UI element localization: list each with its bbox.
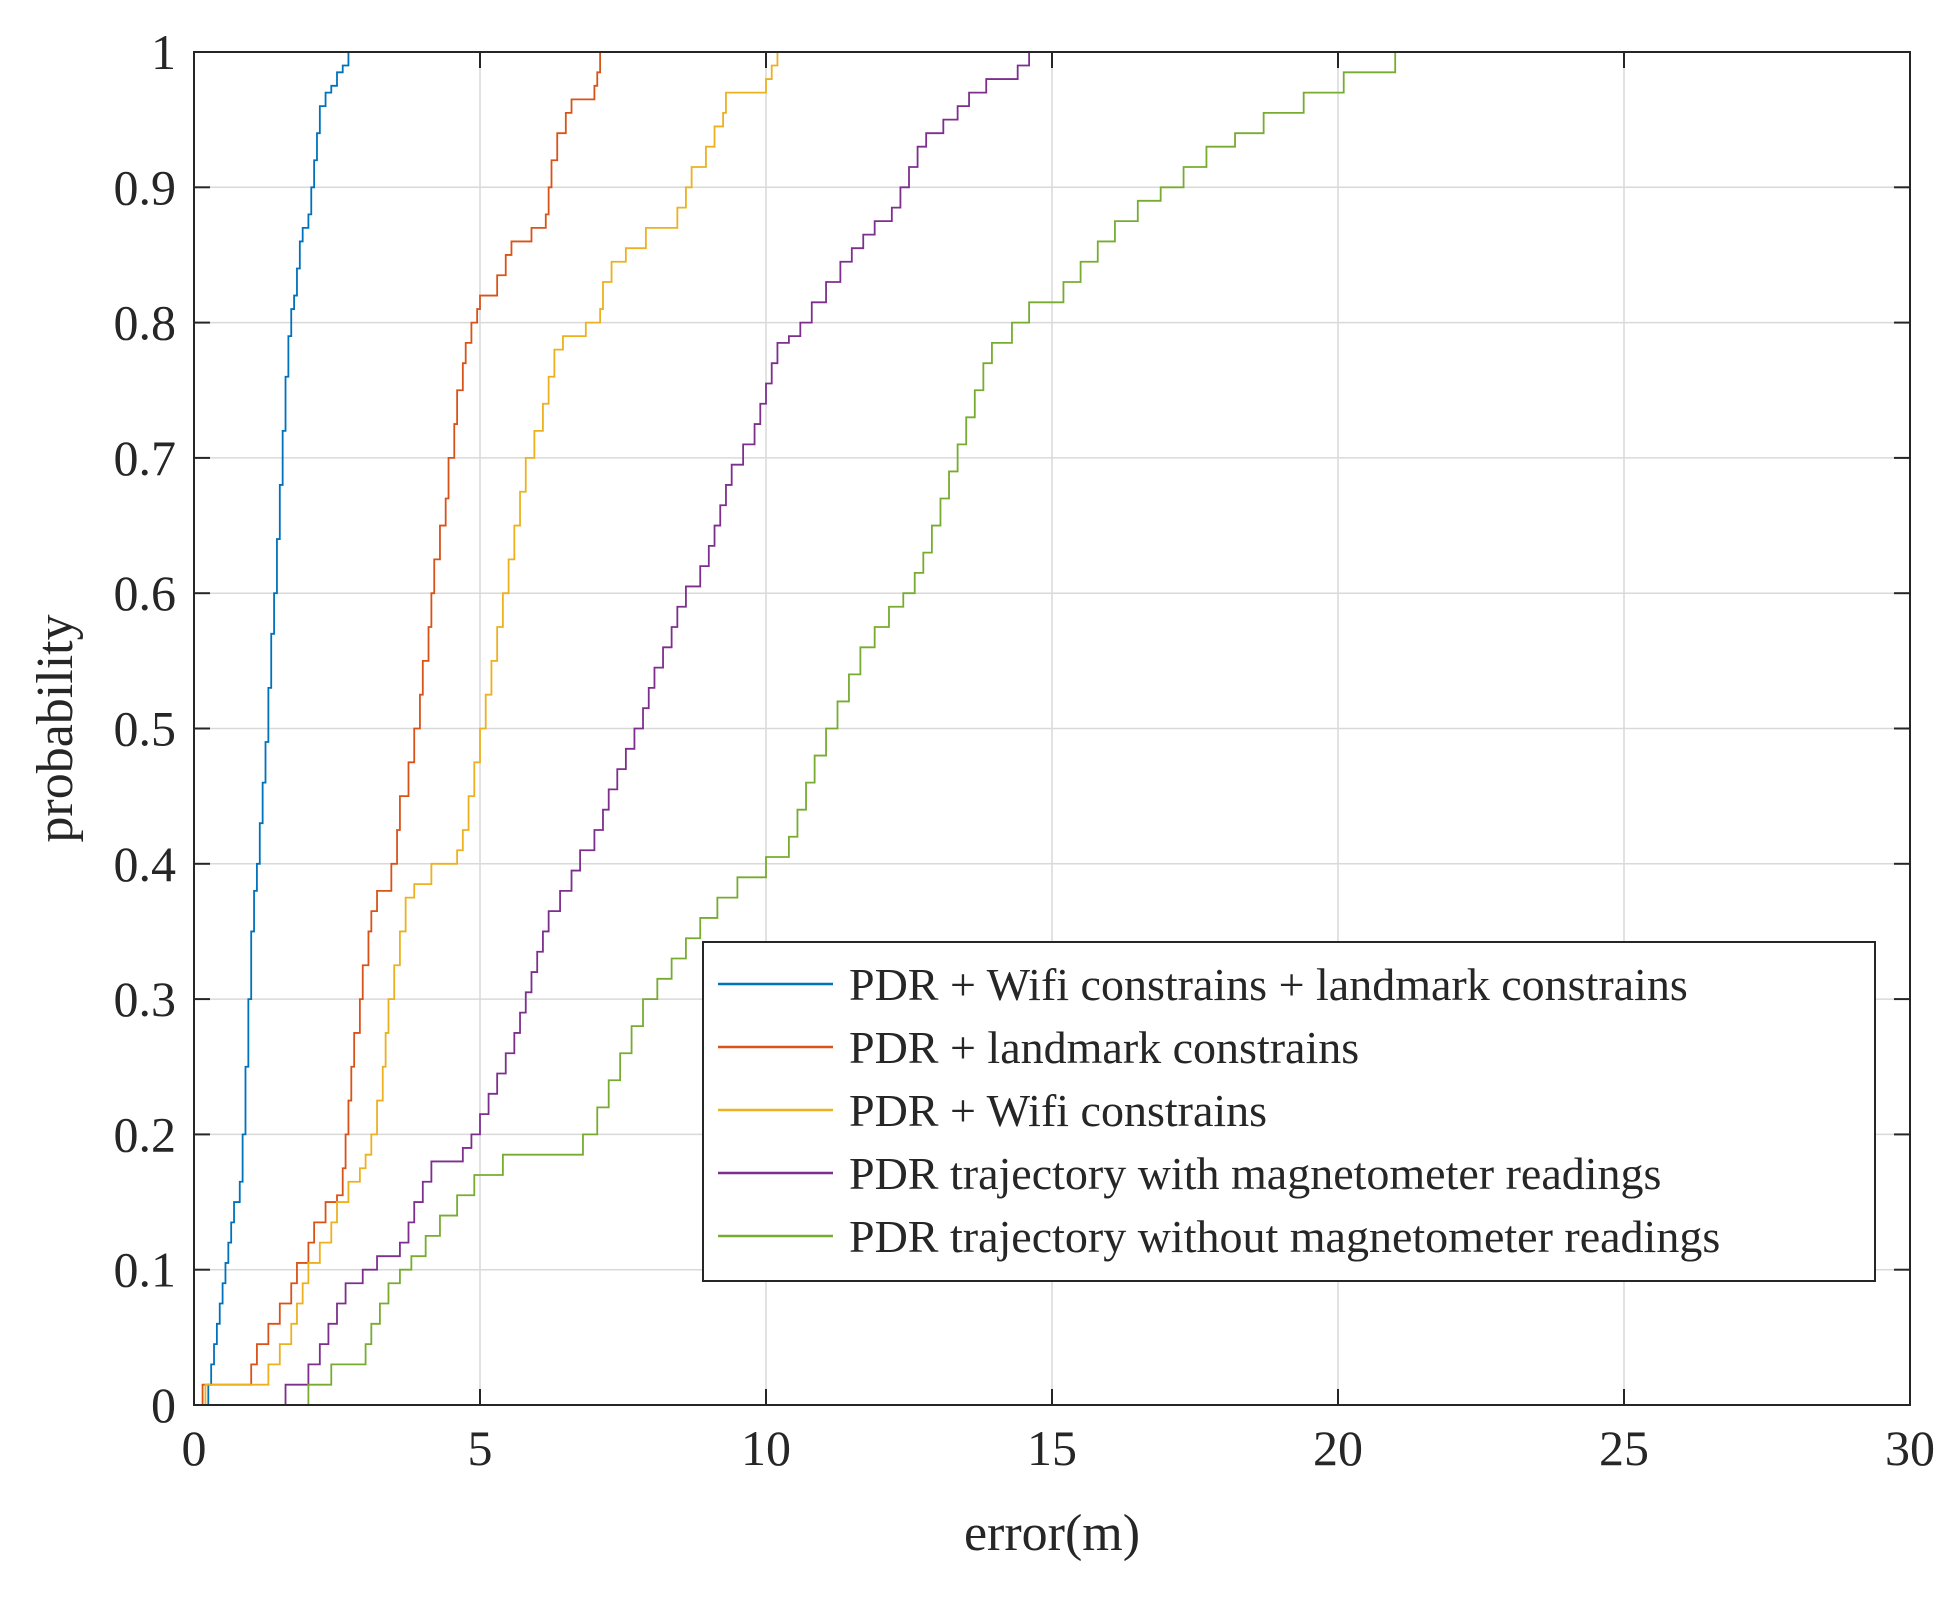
x-tick-label: 5 [468,1420,493,1476]
y-tick-layer: 0 0.1 0.2 0.3 0.4 0.5 0.6 0.7 0.8 0.9 1 [114,24,1910,1433]
legend: PDR + Wifi constrains + landmark constra… [702,941,1876,1282]
y-tick-label: 0.1 [114,1242,177,1298]
legend-label: PDR trajectory with magnetometer reading… [849,1148,1661,1199]
series-line-1 [205,52,350,1406]
x-tick-label: 15 [1027,1420,1077,1476]
y-tick-label: 0.6 [114,565,177,621]
y-tick-label: 0.7 [114,430,177,486]
y-tick-label: 0.4 [114,836,177,892]
x-tick-label: 30 [1885,1420,1935,1476]
x-tick-label: 0 [182,1420,207,1476]
x-tick-label: 20 [1313,1420,1363,1476]
x-axis-title: error(m) [964,1505,1140,1562]
series-line-4 [262,52,1031,1406]
x-tick-label: 25 [1599,1420,1649,1476]
legend-label: PDR + Wifi constrains + landmark constra… [849,959,1688,1010]
series-line-2 [199,52,602,1406]
y-tick-label: 1 [151,24,176,80]
legend-label: PDR + Wifi constrains [849,1085,1267,1136]
legend-label: PDR + landmark constrains [849,1022,1359,1073]
legend-label: PDR trajectory without magnetometer read… [849,1211,1720,1262]
y-tick-label: 0.5 [114,701,177,757]
y-tick-label: 0.9 [114,159,177,215]
x-tick-layer: 0 5 10 15 20 25 30 [182,52,1935,1476]
y-tick-label: 0.8 [114,295,177,351]
x-tick-label: 10 [741,1420,791,1476]
series-line-5 [285,52,1397,1406]
y-tick-label: 0 [151,1377,176,1433]
series-line-3 [202,52,779,1406]
y-tick-label: 0.2 [114,1106,177,1162]
y-axis-title: probability [27,614,84,842]
series-layer [199,52,1397,1406]
legend-box [702,941,1876,1282]
y-tick-label: 0.3 [114,971,177,1027]
